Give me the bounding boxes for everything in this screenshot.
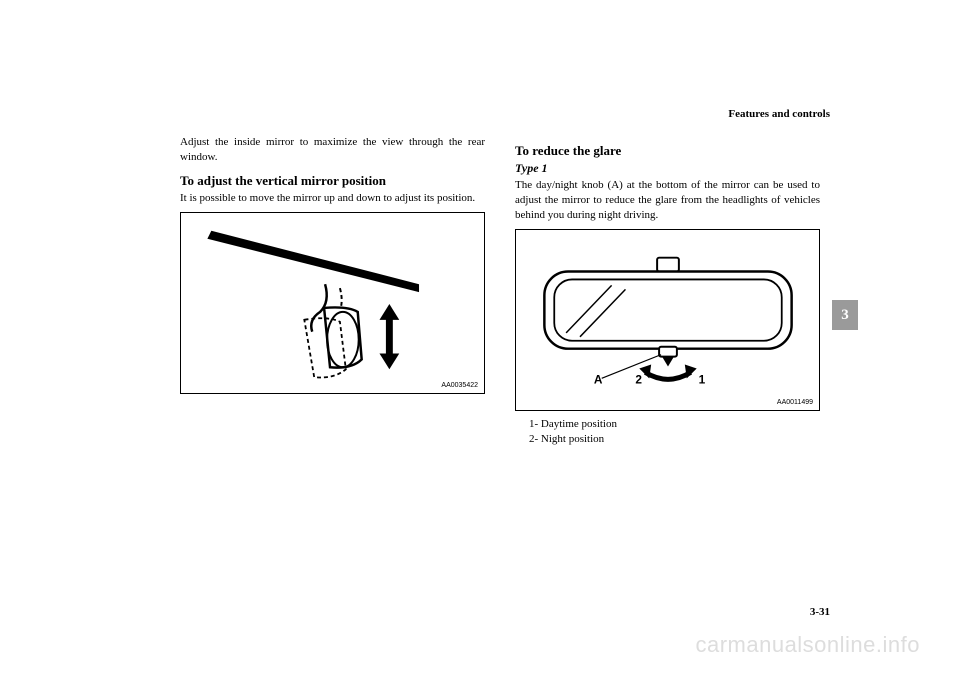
mirror-adjust-illustration bbox=[181, 213, 484, 393]
manual-page: Features and controls Adjust the inside … bbox=[0, 0, 960, 678]
left-heading: To adjust the vertical mirror position bbox=[180, 173, 485, 189]
figure-legend: 1- Daytime position 2- Night position bbox=[515, 417, 820, 448]
right-subheading: Type 1 bbox=[515, 161, 820, 176]
content-columns: Adjust the inside mirror to maximize the… bbox=[180, 135, 840, 447]
right-body: The day/night knob (A) at the bottom of … bbox=[515, 178, 820, 223]
watermark-text: carmanualsonline.info bbox=[695, 632, 920, 658]
right-heading: To reduce the glare bbox=[515, 143, 820, 159]
page-number: 3-31 bbox=[810, 606, 830, 618]
right-column: To reduce the glare Type 1 The day/night… bbox=[515, 135, 820, 447]
figure-mirror-vertical: AA0035422 bbox=[180, 212, 485, 394]
section-header: Features and controls bbox=[728, 108, 830, 120]
figure-id: AA0035422 bbox=[441, 382, 478, 389]
left-body: It is possible to move the mirror up and… bbox=[180, 191, 485, 206]
figure-mirror-glare: A 2 1 AA0011499 bbox=[515, 229, 820, 411]
label-2: 2 bbox=[635, 372, 642, 386]
label-A: A bbox=[594, 372, 603, 386]
chapter-tab: 3 bbox=[832, 300, 858, 330]
left-column: Adjust the inside mirror to maximize the… bbox=[180, 135, 485, 447]
label-1: 1 bbox=[699, 372, 706, 386]
legend-item: 2- Night position bbox=[529, 432, 820, 447]
legend-item: 1- Daytime position bbox=[529, 417, 820, 432]
intro-text: Adjust the inside mirror to maximize the… bbox=[180, 135, 485, 165]
figure-id: AA0011499 bbox=[777, 399, 813, 406]
mirror-glare-illustration: A 2 1 bbox=[516, 230, 819, 410]
